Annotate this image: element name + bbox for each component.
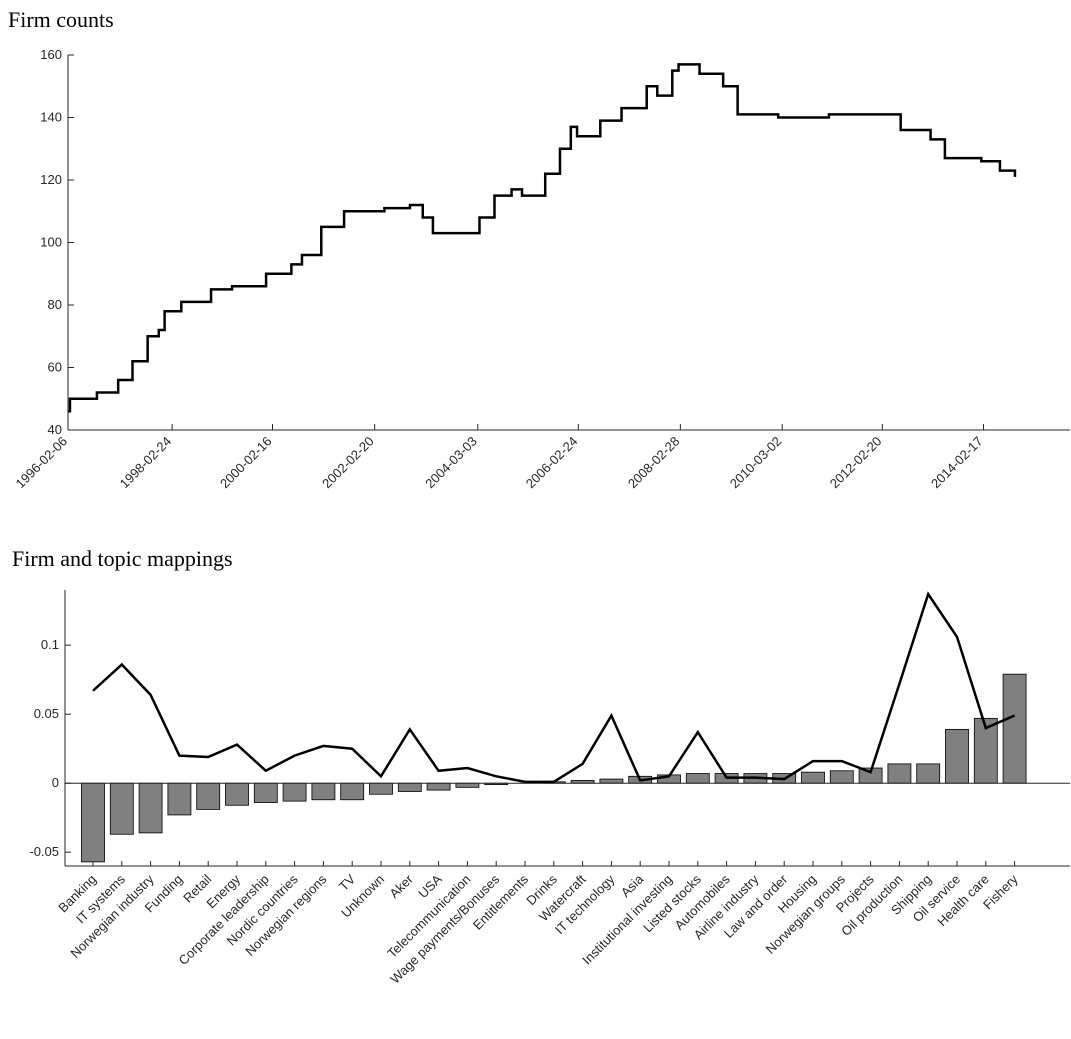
bar	[599, 778, 624, 784]
x-tick-label: TV	[336, 871, 359, 894]
data-line	[92, 591, 1016, 784]
y-tick-label: 40	[48, 422, 62, 437]
y-tick-label: 60	[48, 360, 62, 375]
x-tick-label: Aker	[386, 871, 416, 901]
y-tick-label: 0.1	[41, 637, 59, 652]
chart-title: Firm and topic mappings	[12, 546, 233, 571]
bar	[426, 782, 451, 791]
x-tick-label: 2010-03-02	[727, 434, 785, 492]
bar	[253, 782, 278, 803]
bar	[916, 763, 941, 784]
bar	[685, 773, 710, 784]
x-tick-label: 2006-02-24	[523, 434, 581, 492]
bar	[887, 763, 912, 784]
bar	[945, 728, 969, 784]
chart-title: Firm counts	[8, 7, 114, 32]
bar	[196, 782, 221, 810]
y-tick-label: 0	[52, 775, 59, 790]
bar	[801, 771, 825, 784]
bar	[167, 782, 192, 816]
bar	[81, 782, 105, 863]
x-tick-label: 2002-02-20	[319, 434, 377, 492]
data-line	[68, 63, 1017, 413]
y-tick-label: 120	[40, 172, 62, 187]
x-tick-label: 1996-02-06	[12, 434, 70, 492]
y-tick-label: 80	[48, 297, 62, 312]
x-tick-label: 2008-02-28	[625, 434, 683, 492]
x-tick-label: 2012-02-20	[827, 434, 885, 492]
x-tick-label: 2000-02-16	[217, 434, 275, 492]
bar	[138, 782, 163, 834]
bar	[225, 782, 249, 806]
bar	[829, 770, 854, 784]
bar	[369, 782, 393, 795]
y-tick-label: 100	[40, 235, 62, 250]
bar	[1002, 673, 1027, 784]
y-tick-label: -0.05	[29, 844, 59, 859]
bar	[397, 782, 422, 792]
bar	[340, 782, 365, 801]
bar	[455, 782, 480, 788]
y-tick-label: 140	[40, 110, 62, 125]
bar	[282, 782, 307, 802]
bar	[109, 782, 134, 835]
y-tick-label: 160	[40, 47, 62, 62]
bar	[311, 782, 336, 801]
x-tick-label: 2014-02-17	[928, 434, 986, 492]
x-tick-label: 2004-03-03	[422, 434, 480, 492]
x-tick-label: 1998-02-24	[117, 434, 175, 492]
y-tick-label: 0.05	[34, 706, 59, 721]
